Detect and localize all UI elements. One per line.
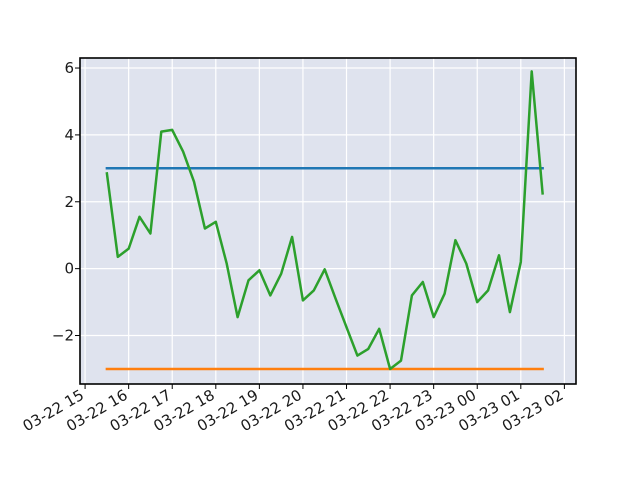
- plot-area: [80, 58, 576, 384]
- y-tick-label: 0: [64, 260, 74, 278]
- series-line-3: [105, 70, 544, 371]
- y-tick-label: 2: [64, 193, 74, 211]
- y-tick-label: 4: [64, 126, 74, 144]
- gridlines: [80, 58, 576, 384]
- series-layer: [105, 70, 544, 371]
- plot-frame: [79, 57, 577, 385]
- y-tick-label: 6: [64, 59, 74, 77]
- y-tick-label: −2: [52, 327, 74, 345]
